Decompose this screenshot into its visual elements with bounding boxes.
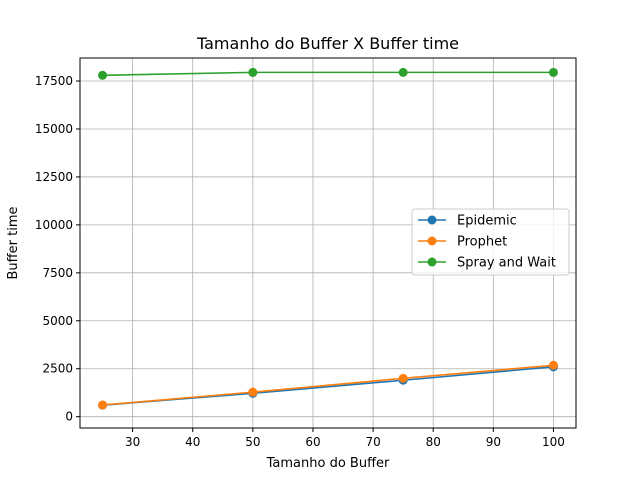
y-tick-label: 0 (65, 410, 73, 424)
plot-frame (79, 57, 577, 429)
chart-title: Tamanho do Buffer X Buffer time (196, 34, 459, 53)
data-point (98, 70, 108, 80)
x-tick-label: 60 (305, 435, 320, 449)
y-tick-label: 5000 (42, 314, 73, 328)
x-tick-label: 100 (542, 435, 565, 449)
data-point (98, 400, 108, 410)
data-point (248, 387, 258, 397)
legend-label: Epidemic (457, 214, 517, 229)
x-tick-label: 40 (185, 435, 200, 449)
y-axis-ticks: 0 2500 5000 7500 10000 12500 15000 17500 (35, 74, 80, 424)
x-axis-ticks: 30 40 50 60 70 80 90 100 (125, 428, 565, 449)
x-tick-label: 70 (365, 435, 380, 449)
series-line (102, 71, 554, 77)
legend-marker (427, 236, 437, 246)
legend-marker (427, 215, 437, 225)
y-axis-label: Buffer time (6, 207, 21, 280)
x-tick-label: 30 (125, 435, 140, 449)
x-axis-label: Tamanho do Buffer (266, 456, 390, 471)
y-tick-label: 7500 (42, 266, 73, 280)
legend: Epidemic Prophet Spray and Wait (411, 208, 570, 276)
data-point (548, 67, 558, 77)
legend-label: Spray and Wait (457, 256, 556, 271)
series-prophet (98, 360, 558, 410)
y-tick-label: 15000 (35, 122, 73, 136)
grid (80, 58, 576, 428)
legend-item: Spray and Wait (418, 256, 556, 271)
legend-item: Epidemic (418, 214, 517, 229)
data-point (248, 67, 258, 77)
series-line (102, 364, 554, 406)
series-spray-and-wait (98, 67, 558, 80)
y-tick-label: 17500 (35, 74, 73, 88)
data-point (398, 67, 408, 77)
y-tick-label: 2500 (42, 362, 73, 376)
x-tick-label: 50 (245, 435, 260, 449)
x-tick-label: 80 (426, 435, 441, 449)
y-tick-label: 12500 (35, 170, 73, 184)
data-point (398, 373, 408, 383)
series-layer (98, 67, 558, 410)
legend-label: Prophet (457, 235, 507, 250)
legend-marker (427, 257, 437, 267)
legend-item: Prophet (418, 235, 507, 250)
x-tick-label: 90 (486, 435, 501, 449)
data-point (548, 360, 558, 370)
y-tick-label: 10000 (35, 218, 73, 232)
legend-box (411, 208, 570, 276)
